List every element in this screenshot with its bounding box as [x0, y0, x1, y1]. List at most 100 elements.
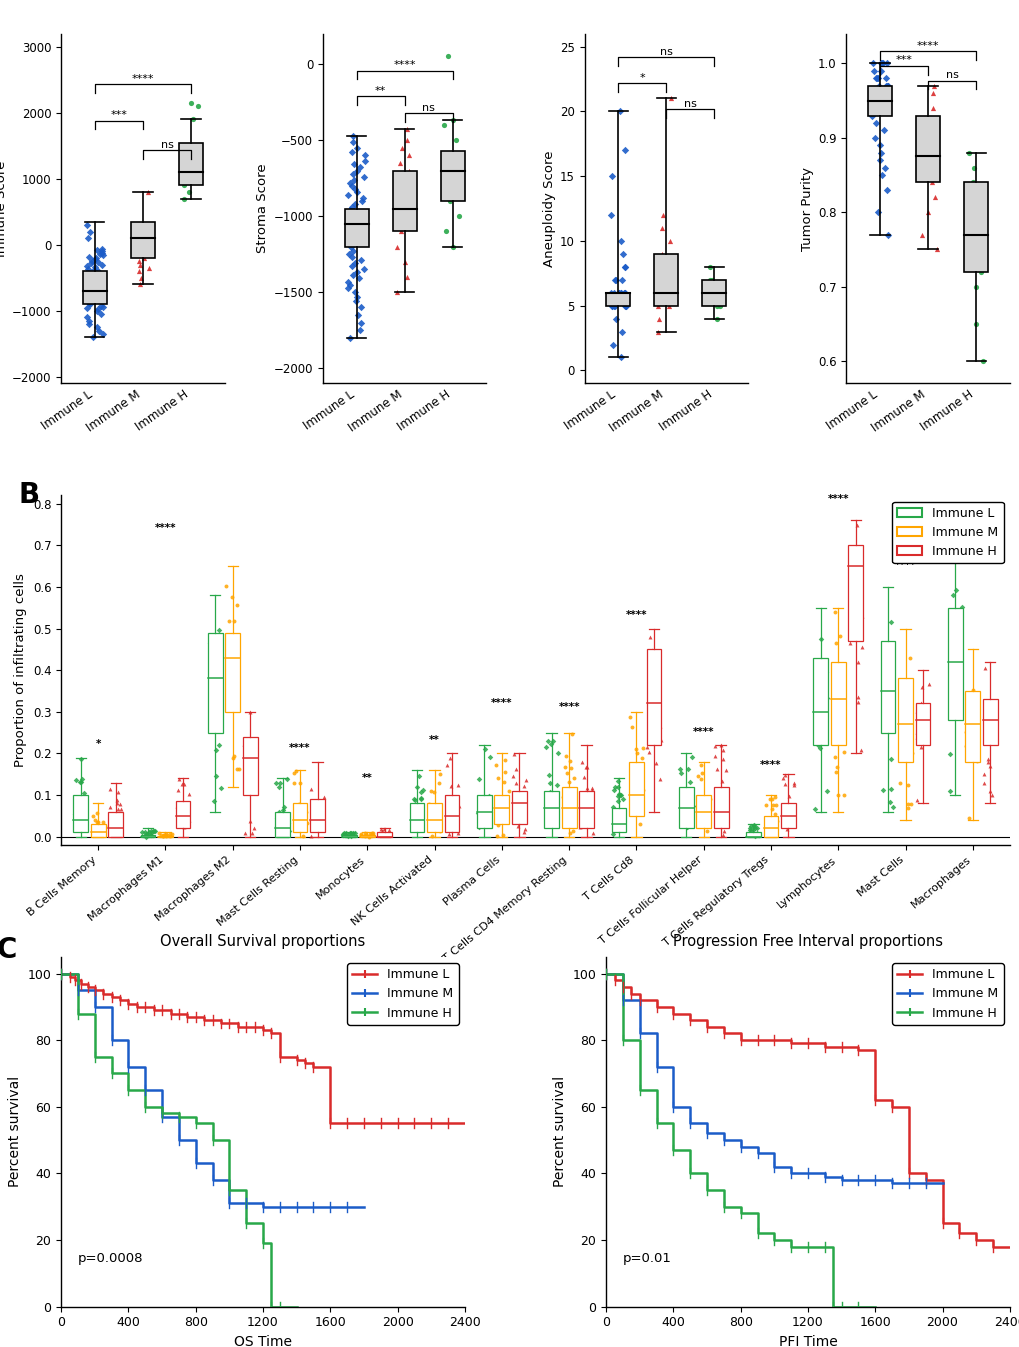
Text: ****: ****: [490, 698, 513, 707]
Point: [842, 632, 858, 653]
Point: [350, 304, 366, 326]
Bar: [812, 657, 827, 745]
Point: [158, 824, 174, 846]
Point: [967, 313, 983, 334]
Point: [110, 797, 126, 819]
Point: [864, 53, 880, 74]
Point: [872, 61, 889, 82]
Point: [345, 168, 362, 190]
Point: [651, 715, 667, 737]
Point: [83, 282, 99, 303]
Bar: [678, 787, 693, 828]
Immune L: [986, 1238, 999, 1254]
Point: [102, 796, 118, 818]
Immune M: [190, 1131, 202, 1148]
Point: [431, 772, 447, 793]
Point: [850, 651, 866, 672]
Point: [868, 67, 884, 89]
Point: [449, 775, 466, 796]
Point: [343, 175, 360, 197]
Point: [746, 815, 762, 836]
Point: [95, 815, 111, 836]
Immune H: [700, 1181, 712, 1197]
Point: [639, 735, 655, 757]
Point: [412, 814, 428, 835]
Immune H: [89, 1005, 101, 1021]
Bar: [275, 812, 289, 836]
Point: [235, 733, 252, 754]
Point: [964, 679, 980, 700]
Point: [71, 770, 88, 792]
Point: [275, 799, 291, 820]
Point: [95, 267, 111, 288]
Point: [88, 823, 104, 845]
Immune H: [734, 1199, 746, 1215]
Point: [561, 812, 578, 834]
Point: [78, 214, 95, 236]
Point: [941, 780, 957, 801]
Point: [280, 820, 297, 842]
Immune M: [818, 1165, 830, 1181]
Point: [708, 308, 725, 330]
Point: [652, 282, 668, 303]
Point: [88, 248, 104, 269]
Point: [276, 796, 292, 818]
Point: [826, 632, 843, 653]
Point: [616, 140, 633, 162]
Point: [706, 734, 722, 756]
Point: [351, 226, 367, 248]
Point: [660, 295, 677, 317]
Line: Immune H: Immune H: [605, 974, 874, 1307]
Immune M: [71, 966, 84, 982]
Point: [75, 783, 92, 804]
Immune L: [835, 1039, 847, 1055]
Point: [853, 606, 869, 628]
Point: [808, 722, 824, 744]
Point: [902, 727, 918, 749]
Immune H: [290, 1299, 303, 1315]
Bar: [898, 679, 912, 761]
Point: [110, 781, 126, 803]
Bar: [629, 761, 643, 816]
Point: [651, 308, 667, 330]
Point: [390, 198, 407, 220]
Immune M: [633, 1025, 645, 1041]
Immune M: [273, 1199, 285, 1215]
Bar: [410, 803, 424, 832]
Point: [540, 764, 556, 785]
Immune M: [190, 1156, 202, 1172]
Point: [542, 772, 558, 793]
Point: [436, 160, 452, 182]
Bar: [781, 803, 795, 828]
Point: [892, 772, 908, 793]
Point: [278, 768, 294, 789]
Point: [391, 152, 408, 174]
Point: [342, 217, 359, 238]
Point: [711, 295, 728, 317]
Immune L: [181, 1009, 194, 1025]
Point: [758, 812, 774, 834]
Point: [615, 282, 632, 303]
Bar: [392, 171, 417, 232]
Point: [583, 779, 599, 800]
Point: [341, 199, 358, 221]
Point: [708, 758, 725, 780]
Point: [175, 187, 192, 209]
Point: [71, 808, 88, 830]
Point: [95, 323, 111, 345]
Point: [87, 810, 103, 831]
Immune H: [265, 1235, 277, 1251]
Immune H: [206, 1115, 218, 1131]
Point: [605, 779, 622, 800]
Point: [692, 768, 708, 789]
Point: [884, 796, 901, 818]
Text: ****: ****: [759, 760, 781, 770]
Point: [634, 801, 650, 823]
Point: [829, 653, 846, 675]
Point: [514, 801, 530, 823]
Bar: [512, 791, 526, 824]
Point: [776, 764, 793, 785]
Point: [415, 780, 431, 801]
Point: [356, 233, 372, 255]
Bar: [130, 222, 155, 259]
